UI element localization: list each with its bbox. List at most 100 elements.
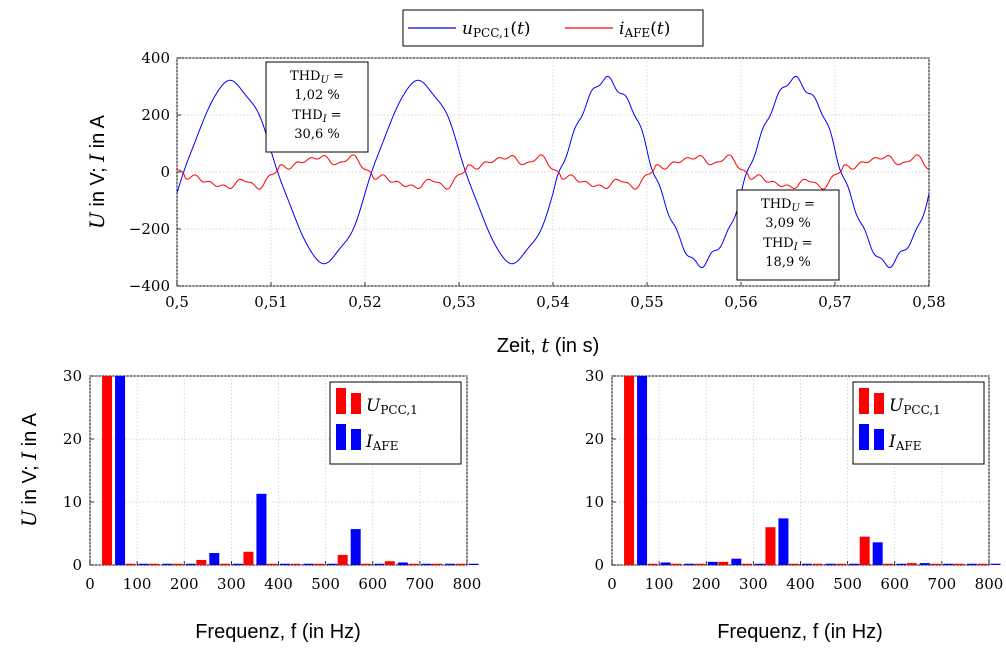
x-tick-label: 100 <box>645 575 674 593</box>
legend: UPCC,1 IAFE <box>329 381 462 465</box>
bar-u-pcc <box>953 563 964 565</box>
bar-u-pcc <box>290 563 301 565</box>
bar-u-pcc <box>125 563 136 565</box>
series-line-i-afe <box>176 154 930 190</box>
bar-i-afe <box>115 376 126 565</box>
x-tick-label: 0 <box>85 575 95 593</box>
bar-i-afe <box>303 563 314 565</box>
x-axis-label: Frequenz, f (in Hz) <box>717 621 883 643</box>
bar-u-pcc <box>765 527 776 565</box>
y-tick-label: 400 <box>141 49 170 67</box>
y-tick-label: −200 <box>129 220 170 238</box>
bar-u-pcc <box>812 563 823 565</box>
y-tick-label: 0 <box>594 556 604 574</box>
bar-u-pcc <box>267 563 277 565</box>
legend: UPCC,1 IAFE <box>852 381 985 465</box>
bar-i-afe <box>825 563 836 565</box>
x-tick-label: 0,51 <box>254 293 287 311</box>
x-tick-label: 300 <box>217 575 246 593</box>
bar-u-pcc <box>172 563 183 565</box>
x-axis-label: Zeit, t (in s) <box>497 333 600 357</box>
series-group <box>176 75 930 269</box>
bar-i-afe <box>754 563 765 565</box>
legend-swatch-u-pcc <box>336 388 346 414</box>
x-axis-label: Frequenz, f (in Hz) <box>195 621 361 643</box>
x-tick-label: 500 <box>311 575 340 593</box>
x-tick-label: 500 <box>833 575 862 593</box>
bar-u-pcc <box>149 563 160 565</box>
x-tick-label: 0,55 <box>630 293 663 311</box>
bar-u-pcc <box>883 563 894 565</box>
y-tick-label: 20 <box>585 430 604 448</box>
x-tick-label: 100 <box>123 575 152 593</box>
y-tick-label: 200 <box>141 106 170 124</box>
bar-u-pcc <box>647 563 658 565</box>
annotation-box <box>736 189 840 281</box>
bar-u-pcc <box>361 563 372 565</box>
bar-u-pcc <box>789 563 799 565</box>
annotation-line-1: THDU = <box>761 197 815 214</box>
bar-i-afe <box>778 518 789 565</box>
thd-annotation-1: THDU = 1,02 % THDI = 30,6 % <box>265 61 369 153</box>
x-tick-label: 400 <box>264 575 293 593</box>
x-tick-label: 0,54 <box>536 293 569 311</box>
bar-i-afe <box>990 563 1001 565</box>
tick-labels: 0 100 200 300 400 500 600 700 800 0 10 20 30 <box>585 367 1003 593</box>
y-tick-label: 30 <box>63 367 82 385</box>
bar-i-afe <box>138 563 149 565</box>
bar-u-pcc <box>408 563 419 565</box>
tick-labels: 0 100 200 300 400 500 600 700 800 0 10 20 30 <box>63 367 481 593</box>
x-tick-label: 700 <box>406 575 435 593</box>
bar-i-afe <box>444 563 455 565</box>
y-axis-label: U in V; I in A <box>17 412 41 527</box>
bar-i-afe <box>162 563 173 565</box>
bar-i-afe <box>943 563 954 565</box>
bar-i-afe <box>185 563 196 565</box>
bar-i-afe <box>209 553 220 565</box>
bar-u-pcc <box>102 376 113 565</box>
y-tick-label: 10 <box>585 493 604 511</box>
annotation-line-3: THDI = <box>763 236 812 253</box>
legend-swatch-u-pcc <box>859 388 869 414</box>
x-tick-label: 0,53 <box>442 293 475 311</box>
spectrum-chart-left: 0 100 200 300 400 500 600 700 800 0 10 20 30 UPCC,1 … <box>17 367 481 643</box>
annotation-line-2: 3,09 % <box>765 216 810 231</box>
bar-u-pcc <box>455 563 466 565</box>
legend-swatch-i-afe <box>859 424 869 450</box>
legend-swatch-i-afe <box>336 424 346 450</box>
bar-i-afe <box>849 563 860 565</box>
x-tick-label: 300 <box>739 575 768 593</box>
bar-u-pcc <box>337 554 348 565</box>
x-tick-label: 0,58 <box>912 293 945 311</box>
y-tick-label: 0 <box>160 163 170 181</box>
x-tick-label: 0,5 <box>165 293 189 311</box>
bar-i-afe <box>468 563 479 565</box>
bar-i-afe <box>802 563 812 565</box>
series-line-u-pcc <box>176 75 930 269</box>
bar-i-afe <box>280 563 290 565</box>
bar-u-pcc <box>694 563 705 565</box>
x-tick-label: 800 <box>453 575 482 593</box>
bar-u-pcc <box>836 563 847 565</box>
x-tick-label: 700 <box>928 575 957 593</box>
annotation-line-4: 30,6 % <box>294 127 339 142</box>
bar-i-afe <box>966 563 977 565</box>
y-tick-label: 20 <box>63 430 82 448</box>
annotation-line-1: THDU = <box>290 69 344 86</box>
x-tick-label: 600 <box>880 575 909 593</box>
thd-annotation-2: THDU = 3,09 % THDI = 18,9 % <box>736 189 840 281</box>
bar-u-pcc <box>671 563 682 565</box>
x-tick-label: 400 <box>786 575 815 593</box>
bar-u-pcc <box>243 551 254 565</box>
spectrum-chart-right: 0 100 200 300 400 500 600 700 800 0 10 20 30 UPCC,1 … <box>585 367 1003 643</box>
y-axis-label: U in V; I in A <box>85 114 109 229</box>
annotation-line-4: 18,9 % <box>765 255 810 270</box>
bar-i-afe <box>684 563 695 565</box>
bar-i-afe <box>397 562 408 565</box>
bar-u-pcc <box>906 563 917 565</box>
bars <box>624 376 1001 565</box>
bar-u-pcc <box>977 563 988 565</box>
annotation-box <box>265 61 369 153</box>
bar-u-pcc <box>624 376 635 565</box>
